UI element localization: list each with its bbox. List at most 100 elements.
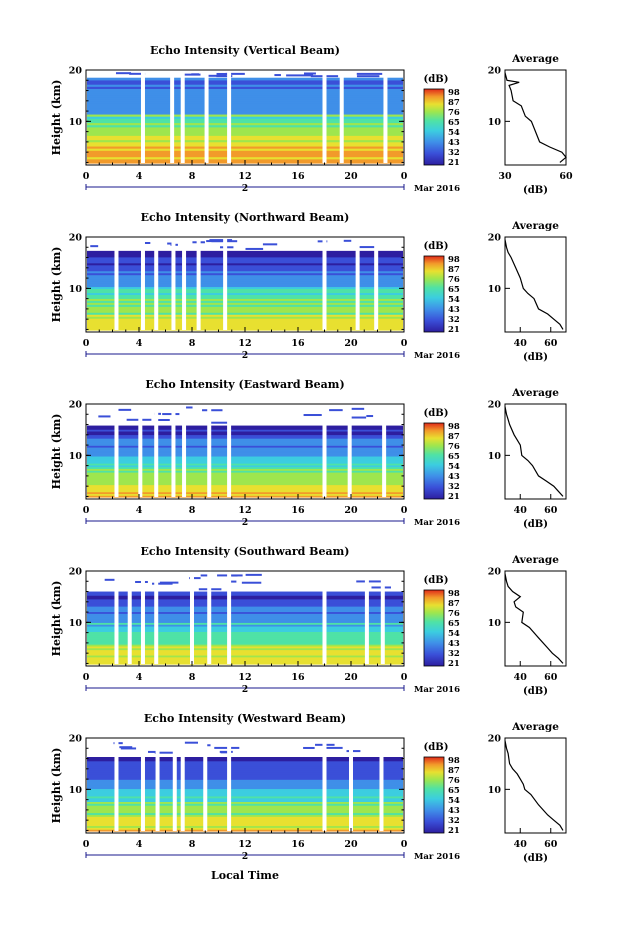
upper-echo	[143, 241, 151, 244]
heatmap-band	[87, 598, 403, 602]
heatmap-band	[87, 624, 403, 627]
colorbar-tick-label: 32	[448, 148, 460, 158]
heatmap-band	[87, 452, 403, 455]
heatmap-band	[87, 141, 403, 145]
heatmap-band	[87, 107, 403, 111]
heatmap-band	[87, 96, 403, 100]
heatmap-band	[87, 477, 403, 480]
upper-echo	[245, 247, 264, 250]
heatmap-band	[87, 446, 403, 450]
heatmap-band	[87, 764, 403, 767]
average-y-tick-label: 20	[488, 567, 502, 578]
upper-echo	[162, 413, 180, 416]
heatmap-band	[87, 250, 403, 254]
heatmap-band	[87, 429, 403, 432]
colorbar-tick-label: 87	[448, 265, 460, 275]
heatmap-band	[87, 135, 403, 139]
panels: Echo Intensity (Vertical Beam) Height (km…	[50, 44, 573, 864]
heatmap-band	[87, 286, 403, 290]
upper-echo	[185, 406, 193, 409]
heatmap-band	[87, 152, 403, 156]
data-gap	[349, 738, 353, 831]
x-tick-label: 12	[238, 505, 251, 516]
average-frame	[504, 737, 567, 834]
colorbar-tick-label: 32	[448, 315, 460, 325]
x-tick-label: 0	[401, 839, 408, 850]
average-x-tick-label: 40	[514, 839, 528, 850]
heatmap-band	[87, 473, 403, 477]
colorbar	[423, 422, 445, 500]
heatmap-band	[87, 482, 403, 486]
heatmap-band	[87, 143, 403, 147]
heatmap-band	[87, 113, 403, 117]
heatmap-band	[87, 656, 403, 660]
data-gap	[171, 237, 176, 330]
heatmap-band	[87, 461, 403, 464]
heatmap-band	[87, 260, 403, 264]
heatmap-band	[87, 794, 403, 797]
upper-echo	[216, 72, 228, 75]
average-x-tick-label: 60	[544, 505, 558, 516]
heatmap-band	[87, 488, 403, 491]
heatmap-band	[87, 466, 403, 470]
colorbar-tick-label: 65	[448, 452, 460, 462]
heatmap-band	[87, 252, 403, 256]
colorbar-tick-label: 65	[448, 619, 460, 629]
heatmap-band	[87, 768, 403, 771]
colorbar-tick-label: 32	[448, 482, 460, 492]
average-y-tick-label: 20	[488, 233, 502, 244]
heatmap-band	[87, 276, 403, 280]
data-gap	[140, 70, 145, 163]
heatmap-band	[87, 654, 403, 658]
data-gap	[154, 404, 159, 497]
x-tick-label: 8	[189, 338, 196, 349]
data-gap	[374, 237, 379, 330]
colorbar-label: (dB)	[424, 575, 449, 586]
heatmap-band	[87, 445, 403, 448]
x-tick-label: 0	[401, 338, 408, 349]
average-profile-line	[504, 406, 564, 497]
data-gap	[355, 237, 360, 330]
x-tick-label: 20	[344, 505, 358, 516]
colorbar-label: (dB)	[424, 408, 449, 419]
data-gap	[114, 404, 119, 497]
data-gap	[364, 571, 369, 664]
date-label: Mar 2016	[414, 184, 460, 194]
x-tick-label: 20	[344, 338, 358, 349]
heatmap-band	[87, 128, 403, 132]
y-tick-label: 20	[69, 400, 83, 411]
heatmap-band	[87, 806, 403, 810]
data-gap	[154, 237, 159, 330]
x-tick-label: 4	[136, 839, 143, 850]
heatmap-band	[87, 266, 403, 270]
heatmap-band	[87, 145, 403, 149]
data-gap	[227, 571, 232, 664]
heatmap-band	[87, 290, 403, 294]
heatmap-band	[87, 133, 403, 136]
heatmap-band	[87, 760, 403, 764]
heatmap-band	[87, 300, 403, 303]
data-gap	[203, 738, 208, 831]
heatmap-band	[87, 468, 403, 471]
x-tick-label: 16	[291, 171, 305, 182]
heatmap-band	[87, 622, 403, 625]
average-y-tick-label: 10	[488, 618, 502, 629]
average-title: Average	[511, 554, 559, 566]
data-gap	[114, 571, 119, 664]
colorbar-tick-label: 21	[448, 659, 460, 669]
heatmap-band	[87, 450, 403, 453]
data-gap	[380, 571, 385, 664]
average-profile-line	[504, 740, 564, 831]
average-frame	[504, 403, 567, 500]
colorbar-tick-label: 32	[448, 649, 460, 659]
heatmap-band	[87, 766, 403, 769]
heatmap-field	[87, 738, 403, 832]
heatmap-band	[87, 633, 403, 636]
heatmap-band	[87, 636, 403, 640]
heatmap-band	[87, 434, 403, 437]
data-gap	[172, 738, 177, 831]
data-gap	[171, 404, 176, 497]
heatmap-band	[87, 757, 403, 760]
upper-echo	[184, 741, 198, 744]
